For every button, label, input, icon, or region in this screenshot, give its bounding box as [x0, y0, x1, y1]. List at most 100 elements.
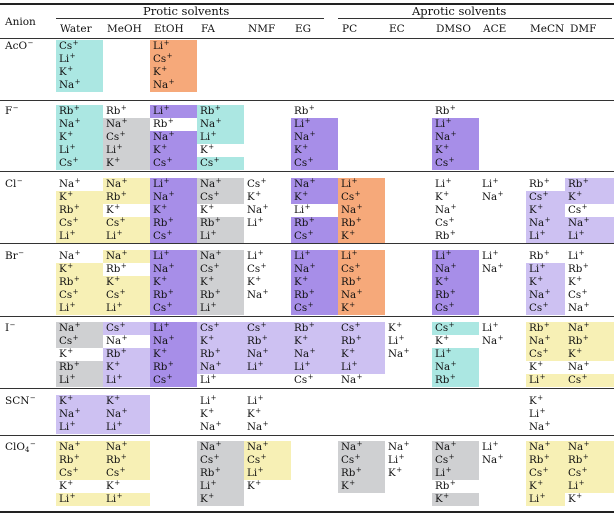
cation-symbol: Na — [341, 204, 357, 216]
cation-charge: + — [208, 275, 215, 283]
cation-cell: K+ — [244, 191, 291, 204]
cation-charge: + — [208, 203, 215, 211]
cation-symbol: K — [200, 335, 208, 347]
cation-cell: K+ — [432, 335, 479, 348]
cation-charge: + — [443, 190, 450, 198]
cation-symbol: K — [106, 395, 114, 407]
column-header-dmso: DMSO — [436, 23, 471, 35]
cation-cell: Rb+ — [150, 289, 197, 302]
cation-charge: + — [215, 420, 222, 428]
cation-cell: K+ — [526, 395, 565, 408]
cation-charge: + — [539, 407, 546, 415]
cation-cell: Na+ — [432, 441, 479, 454]
cation-cell: Rb+ — [103, 105, 150, 118]
cation-charge: + — [72, 466, 79, 474]
cation-cell: Cs+ — [150, 157, 197, 170]
cation-cell: Li+ — [565, 480, 614, 493]
cation-cell: Cs+ — [150, 302, 197, 315]
cation-symbol: K — [200, 204, 208, 216]
cation-charge: + — [255, 407, 262, 415]
cation-charge: + — [542, 190, 549, 198]
cation-charge: + — [448, 156, 455, 164]
cation-symbol: Na — [106, 250, 122, 262]
cation-symbol: Na — [106, 441, 122, 453]
cation-symbol: Na — [247, 441, 263, 453]
cation-symbol: K — [247, 191, 255, 203]
cation-charge: + — [214, 466, 221, 474]
column-header-ec: EC — [389, 23, 405, 35]
group-protic-label: Protic solvents — [143, 4, 230, 18]
cation-cell: Na+ — [56, 441, 103, 454]
cation-cell: Na+ — [432, 204, 479, 217]
cation-symbol: Rb — [200, 217, 215, 229]
cation-charge: + — [398, 453, 405, 461]
cation-symbol: Na — [435, 361, 451, 373]
column-header-pc: PC — [342, 23, 358, 35]
cation-cell: Cs+ — [291, 374, 338, 387]
cation-cell: K+ — [338, 302, 385, 315]
cation-cell: Li+ — [291, 250, 338, 263]
cation-cell: Cs+ — [56, 157, 103, 170]
rule-block-2 — [0, 243, 614, 244]
cation-cell: Li+ — [526, 374, 565, 387]
cation-charge: + — [167, 216, 174, 224]
corner-label: Anion — [5, 16, 36, 28]
cation-charge: + — [168, 190, 175, 198]
cation-cell: Rb+ — [103, 348, 150, 361]
cation-charge: + — [443, 492, 450, 500]
cation-charge: + — [69, 492, 76, 500]
cation-symbol: Li — [435, 178, 446, 190]
cation-charge: + — [582, 177, 589, 185]
cation-symbol: Rb — [200, 467, 215, 479]
cation-charge: + — [260, 321, 267, 329]
cation-charge: + — [308, 321, 315, 329]
cation-symbol: Na — [529, 335, 545, 347]
cation-charge: + — [121, 249, 128, 257]
cation-charge: + — [445, 466, 452, 474]
cation-cell: Cs+ — [56, 335, 103, 348]
cation-charge: + — [539, 229, 546, 237]
cation-charge: + — [161, 347, 168, 355]
cation-charge: + — [262, 203, 269, 211]
cation-charge: + — [492, 321, 499, 329]
cation-symbol: K — [568, 276, 576, 288]
cation-charge: + — [349, 479, 356, 487]
cation-charge: + — [257, 216, 264, 224]
cation-cell: Rb+ — [197, 105, 244, 118]
column-header-dmf: DMF — [570, 23, 597, 35]
cation-charge: + — [542, 301, 549, 309]
cation-symbol: Na — [106, 408, 122, 420]
cation-symbol: Li — [153, 178, 164, 190]
cation-charge: + — [214, 347, 221, 355]
cation-charge: + — [168, 78, 175, 86]
cation-symbol: K — [200, 144, 208, 156]
cation-symbol: Rb — [435, 230, 450, 242]
cation-cell: Cs+ — [432, 322, 479, 335]
cation-cell: Cs+ — [526, 467, 565, 480]
cation-symbol: Li — [568, 480, 579, 492]
cation-cell: Cs+ — [526, 348, 565, 361]
cation-cell: Na+ — [56, 118, 103, 131]
cation-charge: + — [449, 229, 456, 237]
cation-cell: K+ — [197, 408, 244, 421]
cation-symbol: Na — [529, 289, 545, 301]
cation-symbol: K — [435, 191, 443, 203]
cation-charge: + — [166, 52, 173, 60]
cation-cell: Cs+ — [56, 40, 103, 53]
cation-charge: + — [497, 190, 504, 198]
cation-symbol: Li — [294, 118, 305, 130]
cation-symbol: Rb — [341, 276, 356, 288]
cation-symbol: K — [59, 131, 67, 143]
cation-charge: + — [121, 440, 128, 448]
cation-charge: + — [167, 117, 174, 125]
cation-symbol: Li — [153, 40, 164, 52]
column-header-meoh: MeOH — [107, 23, 142, 35]
cation-cell: Li+ — [56, 53, 103, 66]
cation-cell: K+ — [56, 131, 103, 144]
cation-symbol: Rb — [529, 322, 544, 334]
cation-symbol: Cs — [153, 230, 167, 242]
cation-charge: + — [257, 394, 264, 402]
cation-charge: + — [208, 143, 215, 151]
cation-symbol: K — [200, 408, 208, 420]
